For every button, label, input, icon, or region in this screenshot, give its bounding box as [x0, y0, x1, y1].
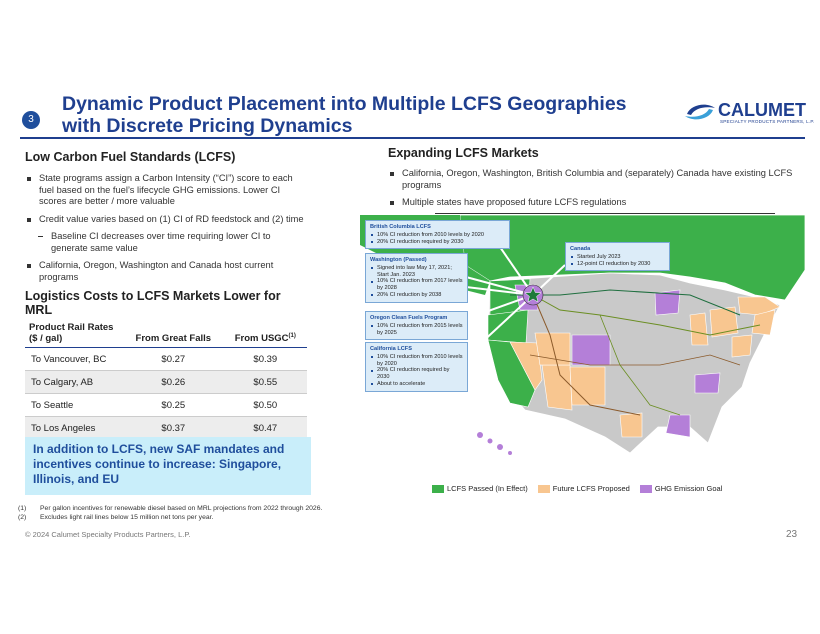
cell: $0.25: [123, 393, 224, 417]
box-bullets: 10% CI reduction from 2010 levels by 202…: [370, 354, 463, 388]
box-bullet: 10% CI reduction from 2010 levels by 202…: [370, 232, 505, 239]
cell: To Los Angeles: [25, 416, 123, 440]
rates-table: Product Rail Rates ($ / gal) From Great …: [25, 319, 307, 440]
column-header: From USGC(1): [223, 319, 307, 348]
box-bullets: 10% CI reduction from 2010 levels by 202…: [370, 232, 505, 246]
slide-number-badge: 3: [22, 111, 40, 129]
logo-subtitle: SPECIALTY PRODUCTS PARTNERS, L.P.: [720, 119, 815, 124]
legend-label: GHG Emission Goal: [654, 484, 723, 493]
legend-item: GHG Emission Goal: [639, 484, 723, 493]
box-bullet: Signed into law May 17, 2021; Start Jan.…: [370, 265, 463, 279]
footnote-marker: (1): [18, 505, 27, 512]
box-bullet: 12-point CI reduction by 2030: [570, 261, 665, 268]
sub-bullet: Baseline CI decreases over time requirin…: [25, 231, 307, 254]
logo-mark: [685, 104, 715, 120]
column-header: From Great Falls: [123, 319, 224, 348]
cell: To Vancouver, BC: [25, 347, 123, 371]
column-header: Product Rail Rates ($ / gal): [25, 319, 123, 348]
cell: $0.26: [123, 370, 224, 394]
map-callout-box: British Columbia LCFS 10% CI reduction fr…: [365, 220, 510, 250]
table-title: Logistics Costs to LCFS Markets Lower fo…: [25, 289, 281, 317]
title: with Discrete Pricing Dynamics: [62, 115, 353, 137]
box-bullets: Signed into law May 17, 2021; Start Jan.…: [370, 265, 463, 299]
bullet: California, Oregon, Washington, British …: [388, 168, 803, 191]
footnote-text: Excludes light rail lines below 15 milli…: [40, 514, 214, 521]
box-bullets: Started July 2023 12-point CI reduction b…: [570, 254, 665, 268]
legend-swatch: [639, 484, 652, 493]
box-title: Washington (Passed): [370, 257, 427, 263]
box-bullets: 10% CI reduction from 2015 levels by 202…: [370, 323, 463, 337]
legend-item: Future LCFS Proposed: [537, 484, 630, 493]
right-column: Expanding LCFS Markets California, Orego…: [388, 146, 803, 215]
legend-swatch: [537, 484, 550, 493]
bullet-list: State programs assign a Carbon Intensity…: [25, 173, 307, 283]
box-title: Canada: [570, 246, 591, 252]
bullet: Multiple states have proposed future LCF…: [388, 197, 803, 209]
page-number: 23: [786, 529, 798, 540]
map-callout-box: Washington (Passed) Signed into law May 1…: [365, 253, 468, 303]
cell: $0.50: [223, 393, 307, 417]
bullet-list: California, Oregon, Washington, British …: [388, 168, 803, 209]
legend-swatch: [432, 484, 444, 493]
section-heading: Low Carbon Fuel Standards (LCFS): [25, 150, 236, 164]
left-column: Low Carbon Fuel Standards (LCFS) State p…: [25, 150, 307, 440]
section-heading: Expanding LCFS Markets: [388, 146, 539, 160]
title: Dynamic Product Placement into Multiple …: [62, 93, 627, 115]
footnote: (2) Excludes light rail lines below 15 mi…: [18, 514, 213, 521]
divider: [435, 213, 775, 214]
map-legend: LCFS Passed (In Effect) Future LCFS Propo…: [432, 484, 722, 493]
map-callout-box: California LCFS 10% CI reduction from 201…: [365, 342, 468, 392]
cell: $0.39: [223, 347, 307, 371]
box-title: Oregon Clean Fuels Program: [370, 315, 448, 321]
box-title: California LCFS: [370, 346, 412, 352]
box-bullet: 20% CI reduction required by 2030: [370, 367, 463, 381]
map-callout-box: Canada Started July 2023 12-point CI reduc…: [565, 242, 670, 272]
map-callout-box: Oregon Clean Fuels Program 10% CI reducti…: [365, 311, 468, 341]
legend-item: LCFS Passed (In Effect): [432, 484, 528, 493]
legend-label: Future LCFS Proposed: [552, 484, 630, 493]
bullet: State programs assign a Carbon Intensity…: [25, 173, 307, 208]
box-bullet: Started July 2023: [570, 254, 665, 261]
bullet: Credit value varies based on (1) CI of R…: [25, 214, 307, 226]
box-bullet: 10% CI reduction from 2017 levels by 202…: [370, 278, 463, 292]
callout: In addition to LCFS, new SAF mandates an…: [25, 437, 311, 495]
copyright: © 2024 Calumet Specialty Products Partne…: [25, 530, 191, 539]
footnote: (1) Per gallon incentives for renewable d…: [18, 505, 322, 512]
cell: To Calgary, AB: [25, 370, 123, 394]
cell: $0.55: [223, 370, 307, 394]
cell: To Seattle: [25, 393, 123, 417]
cell: $0.37: [123, 416, 224, 440]
column-header-text: From USGC: [234, 333, 289, 344]
box-bullet: 10% CI reduction from 2010 levels by 202…: [370, 354, 463, 368]
superscript: (1): [288, 332, 296, 339]
header-rule: [20, 137, 805, 139]
footnote-text: Per gallon incentives for renewable dies…: [40, 505, 323, 512]
box-bullet: 20% CI reduction by 2038: [370, 292, 463, 299]
box-bullet: 10% CI reduction from 2015 levels by 202…: [370, 323, 463, 337]
footnote-marker: (2): [18, 514, 27, 521]
cell: $0.27: [123, 347, 224, 371]
logo: CALUMET: [718, 100, 806, 120]
bullet: California, Oregon, Washington and Canad…: [25, 260, 307, 283]
legend-label: LCFS Passed (In Effect): [447, 484, 528, 493]
box-bullet: About to accelerate: [370, 381, 463, 388]
box-bullet: 20% CI reduction required by 2030: [370, 239, 505, 246]
box-title: British Columbia LCFS: [370, 224, 431, 230]
